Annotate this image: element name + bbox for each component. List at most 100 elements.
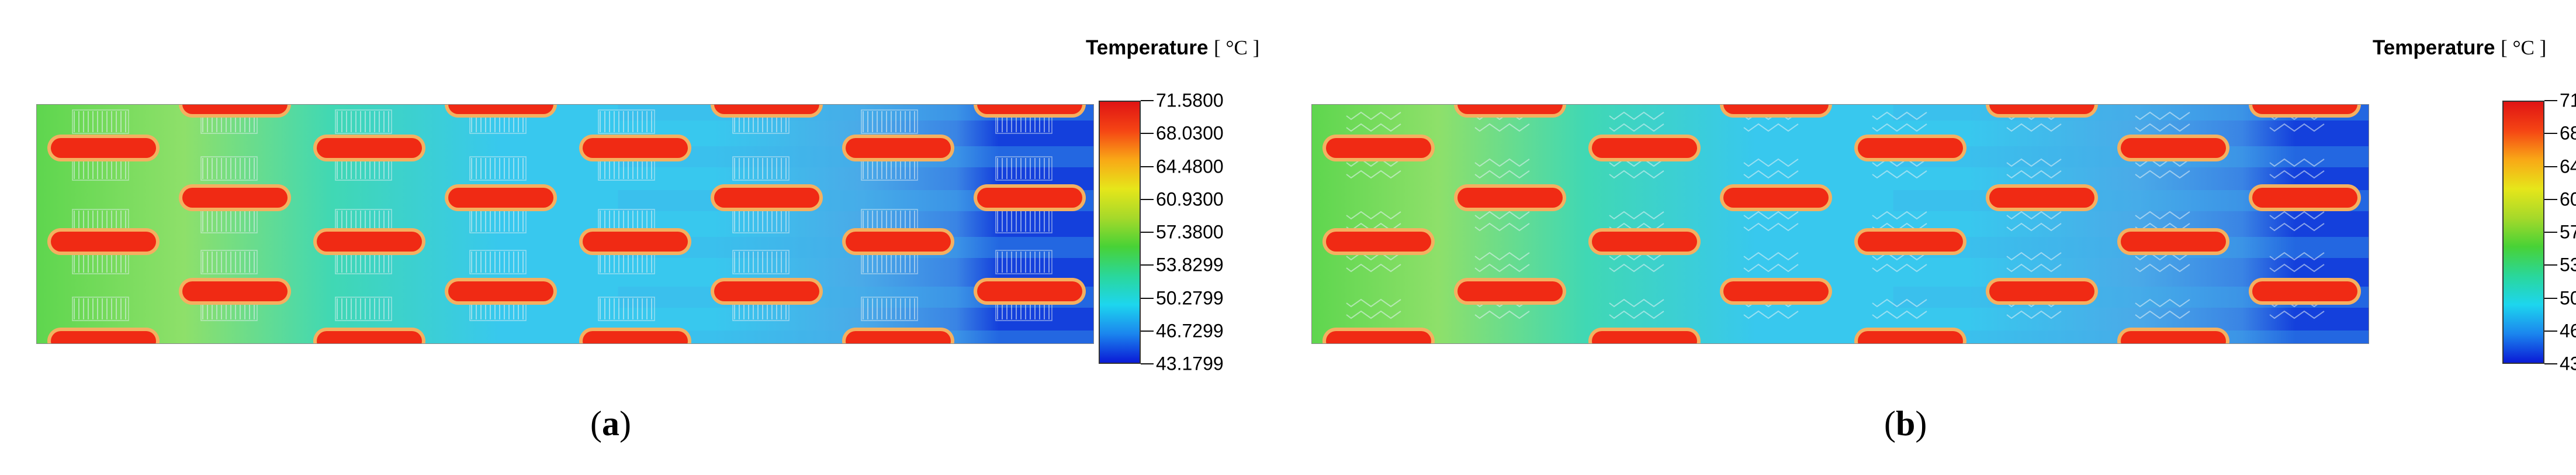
temperature-contour-plot [1311, 104, 2369, 344]
tick-label: 46.7299 [1156, 320, 1224, 342]
hot-tube [1854, 135, 1966, 161]
tick-label: 68.0300 [2560, 122, 2576, 144]
hot-tube [711, 184, 823, 211]
hot-tube [1322, 228, 1435, 255]
tick-label: 64.4800 [1156, 156, 1224, 177]
tick-label: 53.8299 [2560, 254, 2576, 276]
hot-tube [2117, 228, 2229, 255]
hot-tube [842, 228, 954, 255]
louvered-fin [995, 156, 1052, 181]
tick-mark [2544, 264, 2557, 266]
louvered-fin [469, 250, 527, 274]
hot-tube [445, 104, 557, 118]
hot-tube [842, 135, 954, 161]
hot-tube [2249, 104, 2361, 118]
hot-tube [47, 135, 160, 161]
louvered-fin [861, 297, 918, 321]
louvered-fin [732, 250, 790, 274]
wavy-fin [1743, 252, 1799, 273]
tick-label: 71.5800 [1156, 90, 1224, 111]
contour-svg [36, 104, 1094, 344]
wavy-fin [1872, 298, 1927, 319]
hot-tube [313, 135, 425, 161]
tick-mark [1141, 363, 1154, 364]
hot-tube [579, 228, 691, 255]
wavy-fin [1609, 252, 1664, 273]
hot-tube [1720, 184, 1832, 211]
louvered-fin [732, 156, 790, 181]
hot-tube [1588, 228, 1701, 255]
hot-tube [1720, 104, 1832, 118]
hot-tube [842, 328, 954, 344]
wavy-fin [2135, 158, 2190, 179]
tick-mark [1141, 264, 1154, 266]
tick-label: 46.7299 [2560, 320, 2576, 342]
caption: (b) [1884, 404, 1927, 443]
wavy-fin [1346, 111, 1401, 132]
tick-label: 50.2799 [2560, 287, 2576, 308]
louvered-fin [335, 297, 392, 321]
wavy-fin [2006, 252, 2062, 273]
hot-tube [179, 184, 291, 211]
wavy-fin [2135, 252, 2190, 273]
hot-tube [1454, 104, 1566, 118]
tick-label: 64.4800 [2560, 156, 2576, 177]
wavy-fin [2006, 211, 2062, 232]
wavy-fin [1743, 298, 1799, 319]
wavy-fin [2006, 111, 2062, 132]
legend-title: Temperature [ °C ] [1086, 36, 1260, 59]
wavy-fin [2269, 298, 2325, 319]
tick-label: 53.8299 [1156, 254, 1224, 276]
hot-tube [1854, 328, 1966, 344]
louvered-fin [200, 250, 258, 274]
hot-tube [711, 278, 823, 305]
wavy-fin [1346, 158, 1401, 179]
wavy-fin [1474, 158, 1530, 179]
wavy-fin [2269, 211, 2325, 232]
hot-tube [445, 278, 557, 305]
wavy-fin [1346, 298, 1401, 319]
hot-tube [579, 135, 691, 161]
temperature-contour-plot [36, 104, 1094, 344]
tick-mark [1141, 232, 1154, 233]
tick-label: 43.1799 [1156, 353, 1224, 374]
louvered-fin [861, 109, 918, 134]
wavy-fin [1609, 111, 1664, 132]
tick-mark [2544, 232, 2557, 233]
hot-tube [47, 228, 160, 255]
tick-mark [1141, 198, 1154, 200]
wavy-fin [2135, 111, 2190, 132]
hot-tube [1588, 135, 1701, 161]
tick-label: 43.1799 [2560, 353, 2576, 374]
tick-mark [2544, 198, 2557, 200]
tick-label: 57.3800 [1156, 221, 1224, 243]
tick-mark [1141, 133, 1154, 135]
louvered-fin [200, 156, 258, 181]
legend-title: Temperature [ °C ] [2373, 36, 2547, 59]
contour-svg [1311, 104, 2369, 344]
tick-label: 60.9300 [1156, 188, 1224, 210]
wavy-fin [2269, 158, 2325, 179]
color-scale-bar [1099, 101, 1141, 364]
hot-tube [179, 278, 291, 305]
louvered-fin [469, 209, 527, 233]
hot-tube [1854, 228, 1966, 255]
color-scale-bar [2502, 101, 2544, 364]
hot-tube [179, 104, 291, 118]
wavy-fin [1474, 111, 1530, 132]
hot-tube [2117, 135, 2229, 161]
wavy-fin [1609, 158, 1664, 179]
hot-tube [579, 328, 691, 344]
wavy-fin [1872, 158, 1927, 179]
tick-mark [1141, 330, 1154, 332]
hot-tube [1986, 104, 2098, 118]
wavy-fin [1346, 252, 1401, 273]
hot-tube [1986, 278, 2098, 305]
louvered-fin [995, 250, 1052, 274]
wavy-fin [1743, 211, 1799, 232]
caption: (a) [590, 404, 631, 443]
tick-mark [2544, 133, 2557, 135]
hot-tube [1454, 184, 1566, 211]
tick-label: 68.0300 [1156, 122, 1224, 144]
louvered-fin [598, 109, 655, 134]
